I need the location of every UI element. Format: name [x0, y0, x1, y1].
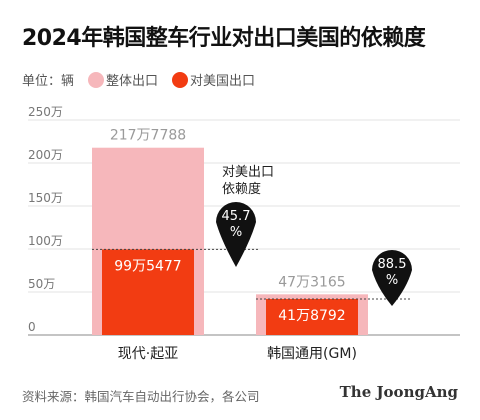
dependence-value: 88.5%: [378, 257, 407, 288]
x-tick-label: 现代·起亚: [118, 346, 178, 362]
legend-item-total: 整体出口: [88, 70, 158, 89]
bar-us: [102, 249, 194, 335]
dependence-header: 对美出口依赖度: [222, 165, 274, 197]
y-tick-label: 200万: [28, 148, 63, 162]
y-tick-label: 100万: [28, 234, 63, 248]
unit-label: 单位：辆: [22, 74, 75, 89]
legend-label-total: 整体出口: [106, 74, 159, 89]
dependence-pin: [216, 202, 256, 267]
source-note: 资料来源：韩国汽车自动出行协会，各公司: [22, 389, 260, 404]
data-label-us: 99万5477: [114, 258, 181, 274]
data-label-total: 217万7788: [110, 128, 186, 144]
data-label-us: 41万8792: [278, 308, 345, 324]
y-tick-label: 150万: [28, 191, 63, 205]
bar-us: [266, 298, 358, 335]
legend-label-us: 对美国出口: [190, 74, 256, 89]
legend-swatch-total: [88, 71, 105, 88]
y-tick-label: 50万: [28, 277, 55, 291]
y-tick-label: 250万: [28, 105, 63, 119]
legend-item-us: 对美国出口: [172, 70, 255, 89]
chart-title: 2024年韩国整车行业对出口美国的依赖度: [22, 26, 426, 51]
legend-swatch-us: [172, 71, 189, 88]
x-tick-label: 韩国通用(GM): [267, 346, 357, 362]
data-label-total: 47万3165: [278, 274, 345, 290]
legend: 单位：辆 整体出口 对美国出口: [22, 70, 263, 89]
dependence-value: 45.7%: [222, 209, 251, 240]
dependence-pin: [372, 250, 412, 306]
brand-logo: The JoongAng: [339, 383, 458, 401]
y-tick-label: 0: [28, 320, 36, 334]
